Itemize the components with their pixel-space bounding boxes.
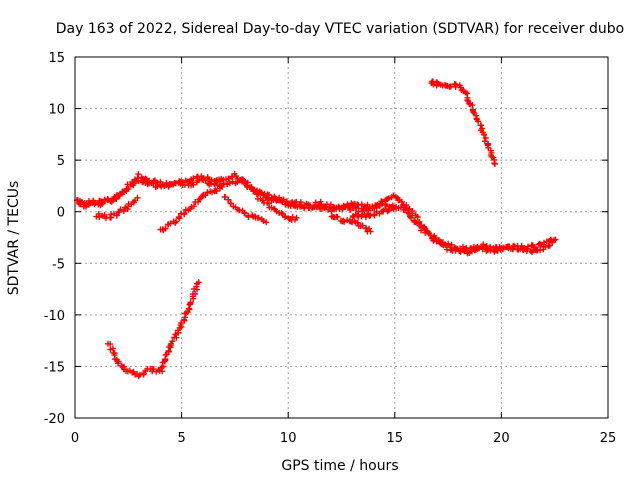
y-tick-label: 10: [48, 103, 65, 118]
data-marks: [73, 78, 559, 380]
x-tick-label: 25: [600, 431, 617, 446]
y-tick-label: -15: [44, 360, 65, 375]
series-lower-branch-3: [221, 193, 270, 226]
y-axis-label: SDTVAR / TECUs: [6, 181, 22, 296]
y-tick-label: 15: [48, 51, 65, 66]
plot-frame: [74, 56, 609, 419]
series-lower-branch-4: [253, 191, 300, 223]
y-tick-label: -5: [52, 257, 65, 272]
series-lower-branch-1: [93, 194, 141, 222]
x-axis-label: GPS time / hours: [281, 458, 398, 474]
y-tick-label: 5: [57, 154, 65, 169]
x-tick-label: 5: [177, 431, 185, 446]
y-tick-label: -20: [44, 412, 65, 427]
x-tick-label: 15: [387, 431, 404, 446]
series-lower-branch-6: [349, 204, 397, 221]
axis-ticks: 0 5 10 15 20 25 -20 -15 -10 -5 0 5 10 15: [44, 51, 617, 446]
series-low-arc: [105, 279, 202, 380]
x-tick-label: 10: [280, 431, 297, 446]
series-lower-branch-2: [157, 183, 226, 234]
x-tick-label: 20: [493, 431, 510, 446]
chart-title: Day 163 of 2022, Sidereal Day-to-day VTE…: [56, 21, 624, 37]
series-lower-branch-5: [328, 213, 374, 235]
y-tick-label: -10: [44, 309, 65, 324]
x-tick-label: 0: [71, 431, 79, 446]
grid-lines: [75, 57, 608, 418]
y-tick-label: 0: [57, 206, 65, 221]
series-main-band-b: [76, 176, 559, 254]
series-high-arc: [428, 78, 498, 167]
